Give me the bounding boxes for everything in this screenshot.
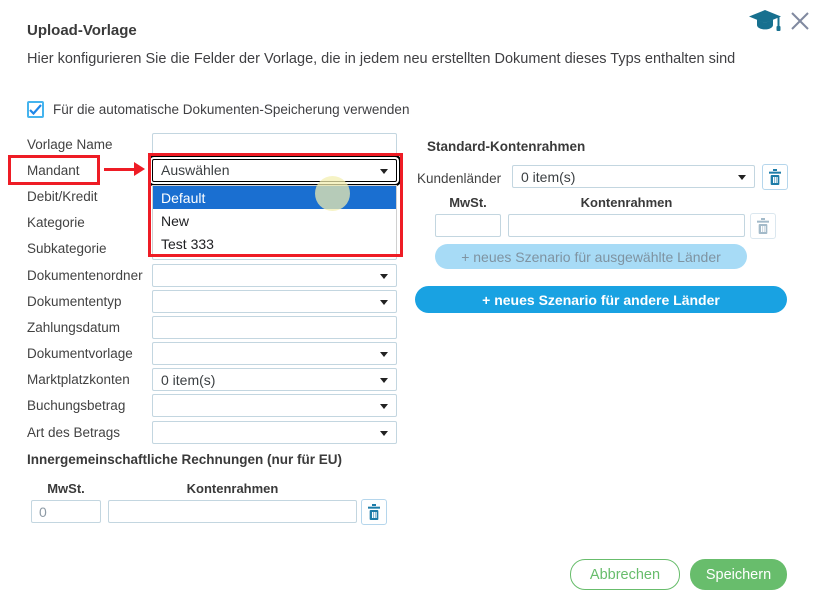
chevron-down-icon xyxy=(380,404,388,410)
eu-kontenrahmen-column-header: Kontenrahmen xyxy=(186,481,279,496)
chevron-down-icon xyxy=(380,430,388,436)
eu-kontenrahmen-input[interactable] xyxy=(108,500,357,523)
field-row-dokumententyp: Dokumententyp xyxy=(27,288,398,314)
field-row-dokumentenordner: Dokumentenordner xyxy=(27,262,398,288)
dropdown-option-default[interactable]: Default xyxy=(153,186,396,210)
kundenlaender-value: 0 item(s) xyxy=(521,168,576,185)
dokumententyp-select[interactable] xyxy=(152,289,397,313)
field-row-buchungsbetrag: Buchungsbetrag xyxy=(27,393,398,419)
field-label: Dokumentenordner xyxy=(27,267,143,283)
new-scenario-other-countries-button[interactable]: + neues Szenario für andere Länder xyxy=(415,286,787,313)
eu-mwst-input[interactable]: 0 xyxy=(31,500,101,523)
field-label: Mandant xyxy=(27,162,80,178)
trash-icon xyxy=(368,504,380,520)
field-label: Marktplatzkonten xyxy=(27,372,130,388)
autosave-checkbox-row: Für die automatische Dokumenten-Speicher… xyxy=(27,101,409,118)
vorlage-name-input[interactable] xyxy=(152,132,397,156)
mandant-select-value: Auswählen xyxy=(161,162,230,179)
field-label: Buchungsbetrag xyxy=(27,398,126,414)
dokumentenordner-select[interactable] xyxy=(152,263,397,287)
field-row-dokumentvorlage: Dokumentvorlage xyxy=(27,341,398,367)
mandant-select[interactable]: Auswählen xyxy=(152,158,397,182)
delete-scenario-row-button[interactable] xyxy=(750,213,776,239)
mandant-dropdown-popup: Default New Test 333 xyxy=(152,185,397,255)
template-form: Vorlage Name Mandant Auswählen Debit/Kre… xyxy=(27,131,398,445)
field-label: Kategorie xyxy=(27,215,85,231)
cancel-button[interactable]: Abbrechen xyxy=(570,559,680,590)
chevron-down-icon xyxy=(380,378,388,384)
eu-mwst-column-header: MwSt. xyxy=(47,481,85,496)
chevron-down-icon xyxy=(380,352,388,358)
field-label: Zahlungsdatum xyxy=(27,319,121,335)
standard-kontenrahmen-heading: Standard-Kontenrahmen xyxy=(427,139,586,154)
dokumentvorlage-select[interactable] xyxy=(152,342,397,366)
autosave-checkbox[interactable] xyxy=(27,101,44,118)
field-label: Dokumententyp xyxy=(27,293,122,309)
chevron-down-icon xyxy=(738,175,746,180)
trash-icon xyxy=(769,169,781,185)
kundenlaender-label: Kundenländer xyxy=(417,171,502,186)
field-row-marktplatzkonten: Marktplatzkonten 0 item(s) xyxy=(27,367,398,393)
zahlungsdatum-input[interactable] xyxy=(152,315,397,339)
field-label: Vorlage Name xyxy=(27,136,113,152)
help-graduation-cap-icon[interactable] xyxy=(748,7,784,35)
autosave-checkbox-label: Für die automatische Dokumenten-Speicher… xyxy=(53,102,410,117)
field-label: Subkategorie xyxy=(27,241,107,257)
checkmark-icon xyxy=(29,104,42,115)
delete-kundenlaender-button[interactable] xyxy=(762,164,788,190)
page-subtitle: Hier konfigurieren Sie die Felder der Vo… xyxy=(27,51,736,67)
save-button[interactable]: Speichern xyxy=(690,559,787,590)
buchungsbetrag-select[interactable] xyxy=(152,394,397,418)
field-row-vorlage-name: Vorlage Name xyxy=(27,131,398,157)
dropdown-option-new[interactable]: New xyxy=(161,212,190,229)
mwst-input[interactable] xyxy=(435,214,501,237)
field-row-art-des-betrags: Art des Betrags xyxy=(27,419,398,445)
field-label: Dokumentvorlage xyxy=(27,346,133,362)
new-scenario-selected-countries-button[interactable]: + neues Szenario für ausgewählte Länder xyxy=(435,244,747,269)
art-des-betrags-select[interactable] xyxy=(152,420,397,444)
annotation-red-arrow-head xyxy=(134,162,145,176)
close-icon[interactable] xyxy=(789,10,811,32)
field-row-mandant: Mandant Auswählen xyxy=(27,157,398,183)
trash-icon xyxy=(757,218,769,234)
field-label: Debit/Kredit xyxy=(27,188,98,204)
page-title: Upload-Vorlage xyxy=(27,22,137,39)
field-row-zahlungsdatum: Zahlungsdatum xyxy=(27,314,398,340)
kontenrahmen-input[interactable] xyxy=(508,214,745,237)
eu-section-heading: Innergemeinschaftliche Rechnungen (nur f… xyxy=(27,452,343,467)
kontenrahmen-column-header: Kontenrahmen xyxy=(580,195,673,210)
chevron-down-icon xyxy=(380,168,388,174)
marktplatzkonten-select[interactable]: 0 item(s) xyxy=(152,368,397,392)
mwst-column-header: MwSt. xyxy=(449,195,487,210)
chevron-down-icon xyxy=(380,299,388,305)
kundenlaender-select[interactable]: 0 item(s) xyxy=(512,165,755,188)
field-label: Art des Betrags xyxy=(27,424,121,440)
delete-eu-row-button[interactable] xyxy=(361,499,387,525)
marktplatzkonten-value: 0 item(s) xyxy=(161,371,216,388)
dropdown-option-test-333[interactable]: Test 333 xyxy=(161,236,214,253)
chevron-down-icon xyxy=(380,273,388,279)
annotation-red-arrow xyxy=(104,168,136,171)
